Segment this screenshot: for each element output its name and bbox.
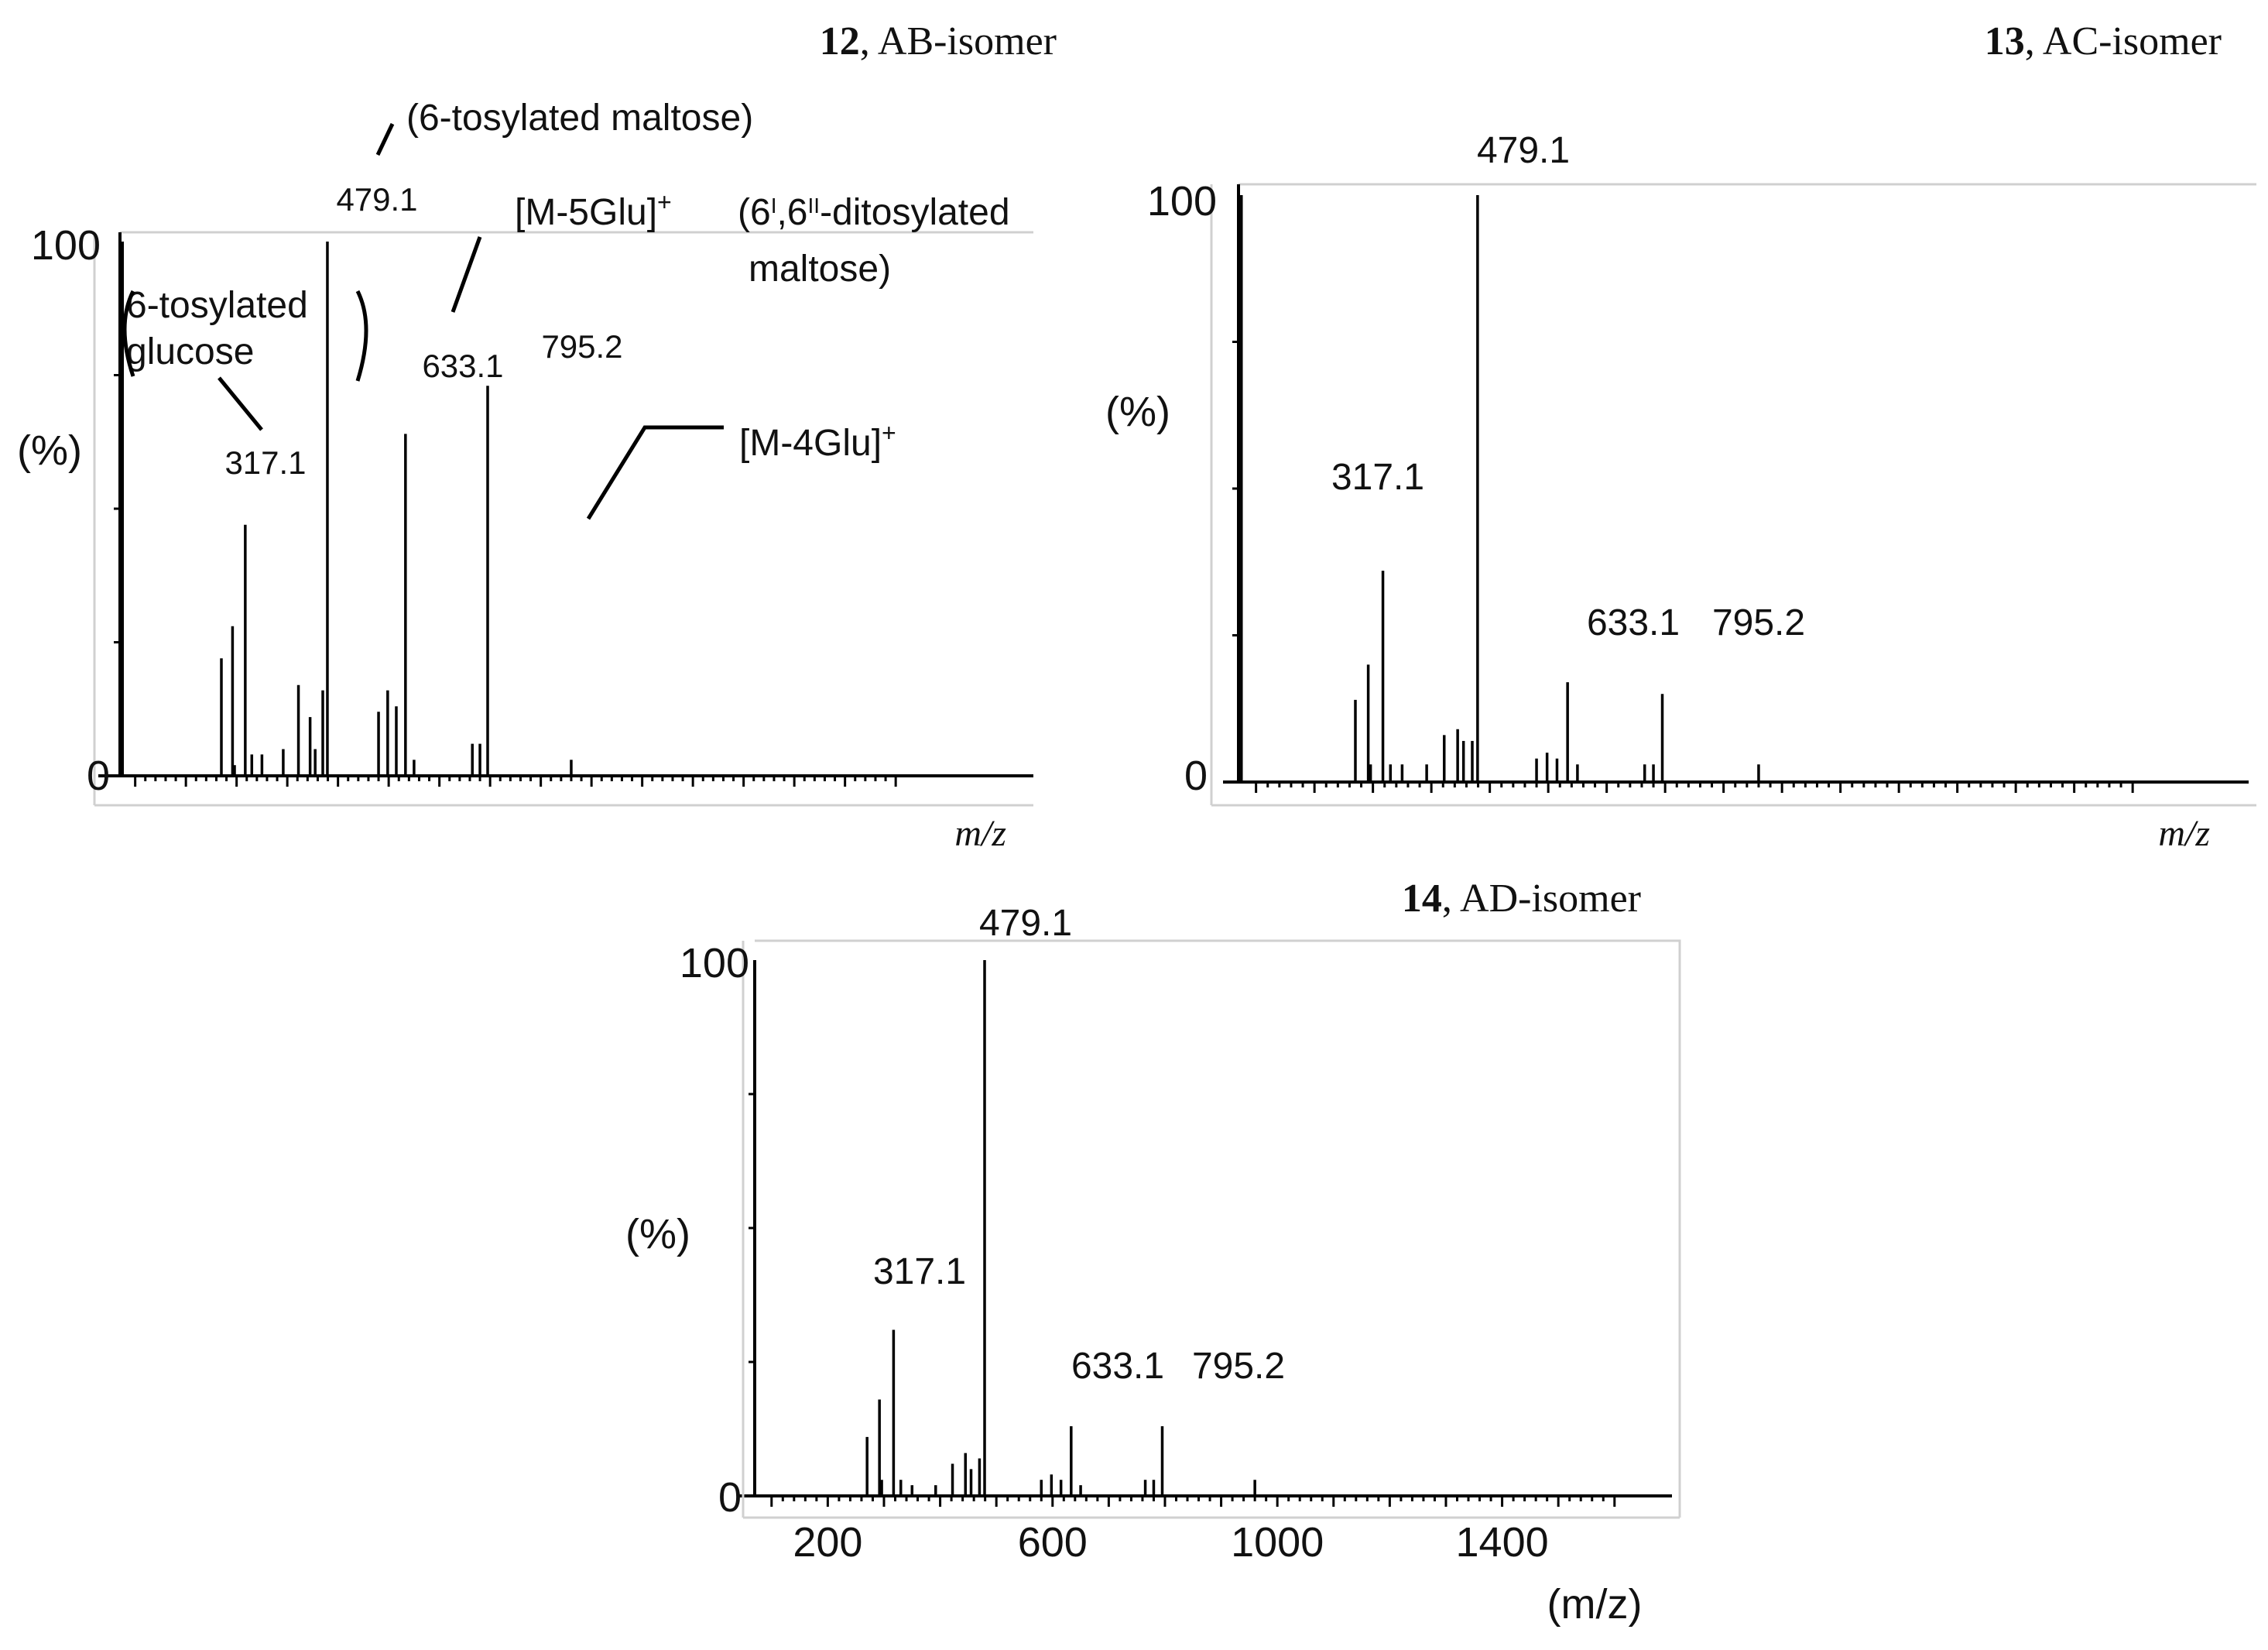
x-tick-label-200: 200 (793, 1519, 862, 1566)
ditos-sup-i: I (771, 194, 777, 218)
isomer-label: , AD-isomer (1442, 876, 1641, 921)
y-tick-0: 0 (1184, 753, 1208, 799)
peak-group (1240, 195, 1760, 782)
x-tick-label-1000: 1000 (1231, 1519, 1324, 1566)
annotation-m-5glu: [M-5Glu]+ (515, 188, 672, 233)
peak-group (121, 242, 573, 776)
peak-label-795: 795.2 (541, 328, 622, 365)
y-axis-label: (%) (17, 427, 82, 474)
ditos-6a: (6 (738, 192, 771, 233)
ditos-sup-ii: II (808, 194, 821, 218)
leader-line-633 (451, 236, 482, 313)
y-tick-100: 100 (31, 222, 101, 269)
panel-title: 14, AD-isomer (1402, 876, 1641, 921)
x-tick-label-1400: 1400 (1456, 1519, 1549, 1566)
m4glu-charge: + (882, 419, 896, 447)
ditos-6b: ,6 (776, 192, 807, 233)
peak-label-633: 633.1 (422, 348, 503, 384)
m4glu-text: [M-4Glu] (739, 423, 882, 464)
x-tick-labels: 200 600 1000 1400 (793, 1519, 1548, 1566)
annotation-tosylated-maltose: (6-tosylated maltose) (406, 98, 753, 139)
x-axis-label: m/z (2158, 813, 2210, 854)
annotation-ditosylated-line1: (6I,6II-ditosylated (738, 192, 1010, 233)
y-axis-label: (%) (1105, 389, 1170, 435)
panel-title: 13, AC-isomer (1985, 19, 2222, 63)
peak-label-633: 633.1 (1587, 602, 1680, 643)
isomer-label: , AC-isomer (2025, 19, 2222, 63)
right-paren-glyph (355, 290, 368, 382)
y-axis-label: (%) (625, 1211, 690, 1257)
spectrum-panel-ad-isomer: 14, AD-isomer 100 0 (%) (m/z) 200 600 1000… (625, 876, 1681, 1628)
x-minor-ticks (1232, 341, 2134, 793)
peak-label-479: 479.1 (336, 181, 417, 218)
peak-label-317: 317.1 (224, 444, 306, 481)
peak-label-795: 795.2 (1192, 1346, 1285, 1387)
peak-group (865, 960, 1256, 1496)
plot-frame (755, 939, 1681, 1518)
y-tick-100: 100 (680, 940, 749, 986)
peak-label-795: 795.2 (1712, 602, 1805, 643)
peak-label-479: 479.1 (979, 903, 1072, 944)
y-tick-0: 0 (718, 1474, 742, 1521)
peak-label-317: 317.1 (1331, 457, 1424, 498)
peak-label-633: 633.1 (1071, 1346, 1164, 1387)
annotation-tosylated-glucose-line1: 6-tosylated (126, 285, 308, 326)
annotation-ditosylated-line2: maltose) (749, 249, 891, 290)
annotation-tosylated-glucose-line2: glucose (126, 331, 254, 372)
x-axis-label: m/z (954, 813, 1006, 854)
y-tick-100: 100 (1147, 178, 1217, 225)
leader-line-479 (375, 122, 395, 156)
m5glu-charge: + (657, 188, 672, 216)
isomer-label: , AB-isomer (860, 19, 1057, 63)
leader-line-317 (218, 376, 263, 431)
compound-number: 14 (1402, 876, 1442, 921)
x-minor-ticks (114, 374, 897, 787)
peak-label-317: 317.1 (873, 1251, 966, 1292)
annotation-m-4glu: [M-4Glu]+ (739, 419, 896, 464)
x-minor-ticks (749, 1093, 1616, 1507)
spectrum-panel-ac-isomer: 13, AC-isomer 100 0 (%) m/z 317.1 479.1 … (1105, 19, 2256, 854)
y-tick-0: 0 (87, 753, 110, 799)
spectrum-panel-ab-isomer: 12, AB-isomer 100 0 (%) m/z 317.1 479.1 … (17, 19, 1057, 854)
compound-number: 13 (1985, 19, 2025, 63)
x-tick-label-600: 600 (1018, 1519, 1088, 1566)
panel-title: 12, AB-isomer (820, 19, 1057, 63)
m5glu-text: [M-5Glu] (515, 192, 657, 233)
ditos-word: -ditosylated (820, 192, 1009, 233)
x-axis-label: (m/z) (1547, 1581, 1643, 1628)
leader-line-795 (586, 425, 724, 520)
compound-number: 12 (820, 19, 860, 63)
peak-label-479: 479.1 (1477, 130, 1570, 171)
left-paren-glyph (122, 290, 135, 377)
